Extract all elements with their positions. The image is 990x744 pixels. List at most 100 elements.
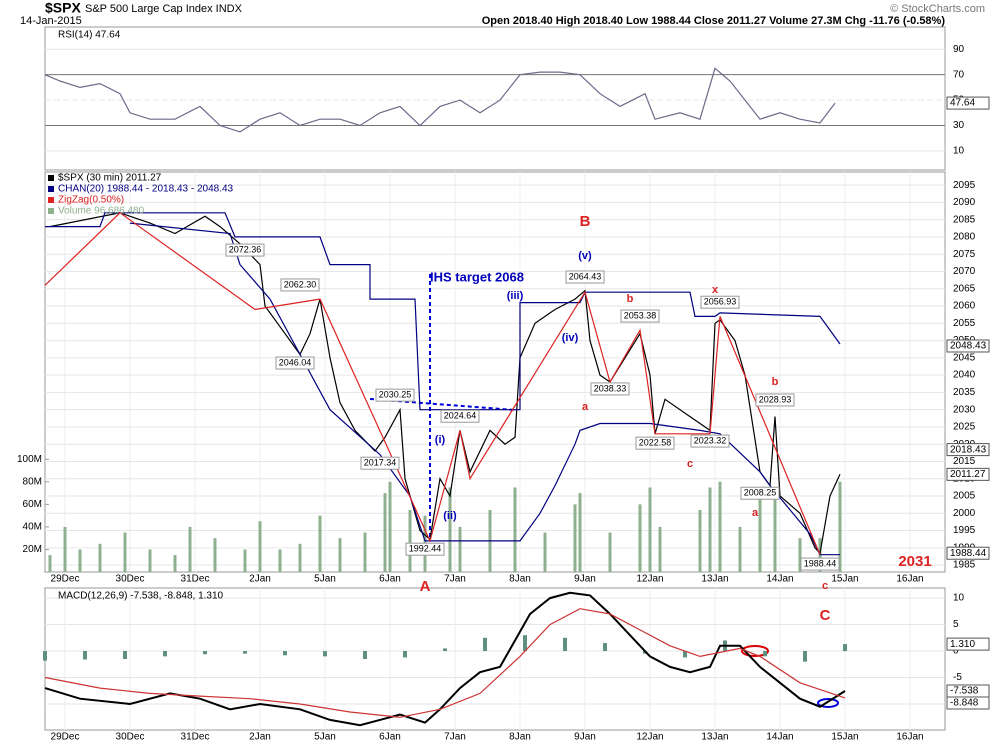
volume-bar — [388, 481, 392, 572]
value-box — [946, 467, 990, 481]
legend-label: $SPX (30 min) 2011.27 — [58, 173, 162, 184]
volume-bar — [338, 538, 342, 572]
series-line — [44, 591, 846, 727]
histogram-bar — [763, 651, 767, 657]
volume-bar — [278, 549, 282, 572]
wave-label: c — [822, 580, 828, 592]
legend-label: Volume 96,686,480 — [58, 206, 145, 217]
volume-bar — [243, 549, 247, 572]
volume-bar — [363, 532, 367, 572]
value-box-label: 2048.43 — [950, 341, 987, 352]
credit: © StockCharts.com — [890, 3, 985, 15]
volume-bar — [648, 487, 652, 572]
volume-bar — [383, 493, 387, 572]
volume-bar — [123, 532, 127, 572]
wave-label: 2031 — [898, 553, 931, 570]
volume-bar — [513, 487, 517, 572]
x-tick-label: 7Jan — [444, 574, 466, 585]
y-tick-label: 2005 — [953, 491, 976, 502]
price-label-box — [700, 295, 740, 309]
value-box-label: 47.64 — [950, 98, 975, 109]
x-tick-label: 8Jan — [509, 574, 531, 585]
volume-bar — [458, 526, 462, 572]
x-tick-label: 31Dec — [181, 574, 210, 585]
price-label: 2028.93 — [759, 394, 792, 404]
x-tick-label: 31Dec — [181, 732, 210, 743]
panel-title: MACD(12,26,9) -7.538, -8.848, 1.310 — [58, 591, 224, 602]
price-label: 2056.93 — [704, 297, 737, 307]
series-line — [44, 67, 836, 133]
price-label-box — [755, 393, 795, 407]
series-line — [45, 212, 841, 411]
price-label: 2062.30 — [284, 279, 317, 289]
panel — [44, 26, 946, 171]
x-tick-label: 2Jan — [249, 732, 271, 743]
x-tick-label: 12Jan — [636, 732, 663, 743]
histogram-bar — [443, 648, 447, 652]
histogram-bar — [163, 651, 167, 657]
y-tick-label: 2090 — [953, 197, 976, 208]
x-tick-label: 6Jan — [379, 574, 401, 585]
histogram-bar — [363, 651, 367, 659]
series-line — [44, 212, 821, 555]
value-box — [946, 339, 990, 353]
price-label: 2024.64 — [444, 411, 477, 421]
symbol: $SPX — [45, 0, 81, 16]
histogram-bar — [483, 637, 487, 652]
x-tick-label: 2Jan — [249, 574, 271, 585]
histogram-bar — [323, 651, 327, 657]
price-label-box — [635, 436, 675, 450]
volume-bar — [408, 510, 412, 572]
volume-bar — [188, 526, 192, 572]
value-box-label: 1.310 — [950, 639, 975, 650]
volume-bar — [773, 487, 777, 572]
price-label-box — [590, 382, 630, 396]
wave-label: (ii) — [443, 510, 457, 522]
y-tick-label: 2085 — [953, 214, 976, 225]
x-tick-label: 15Jan — [831, 732, 858, 743]
legend-swatch — [48, 175, 54, 181]
x-tick-label: 29Dec — [51, 732, 80, 743]
value-box-label: -7.538 — [950, 686, 979, 697]
y-tick-label: 2035 — [953, 387, 976, 398]
value-box — [946, 546, 990, 560]
x-tick-label: 9Jan — [574, 732, 596, 743]
legend-label: ZigZag(0.50%) — [58, 195, 124, 206]
histogram-bar — [603, 643, 607, 652]
panel-title: RSI(14) 47.64 — [58, 30, 121, 41]
x-tick-label: 16Jan — [896, 574, 923, 585]
y-tick-label: 5 — [953, 619, 959, 630]
price-label: 1992.44 — [409, 544, 442, 554]
volume-bar — [63, 526, 67, 572]
target-label: IHS target 2068 — [430, 269, 524, 284]
histogram-bar — [403, 651, 407, 658]
x-tick-label: 14Jan — [766, 574, 793, 585]
value-box-label: 1988.44 — [950, 548, 987, 559]
price-label: 2008.25 — [744, 488, 777, 498]
x-tick-label: 16Jan — [896, 732, 923, 743]
volume-bar — [98, 543, 102, 572]
panel — [44, 587, 946, 731]
value-box — [946, 96, 990, 110]
y-tick-label: 2070 — [953, 266, 976, 277]
histogram-bar — [243, 651, 247, 654]
value-box — [946, 637, 990, 651]
wave-label: x — [712, 284, 719, 296]
volume-bar — [578, 493, 582, 572]
symbol-name: S&P 500 Large Cap Index INDX — [85, 3, 243, 15]
price-label-box — [800, 557, 840, 571]
histogram-bar — [83, 651, 87, 660]
x-tick-label: 6Jan — [379, 732, 401, 743]
y-tick-label: 2030 — [953, 404, 976, 415]
price-label-box — [360, 456, 400, 470]
wave-label: (i) — [435, 434, 446, 446]
x-tick-label: 15Jan — [831, 574, 858, 585]
price-label: 2023.32 — [694, 435, 727, 445]
date: 14-Jan-2015 — [20, 15, 82, 27]
price-label: 2072.36 — [229, 244, 262, 254]
histogram-bar — [803, 651, 807, 662]
legend-swatch — [48, 208, 54, 214]
volume-tick-label: 20M — [23, 544, 42, 555]
y-tick-label: 2015 — [953, 456, 976, 467]
histogram-bar — [283, 651, 287, 656]
